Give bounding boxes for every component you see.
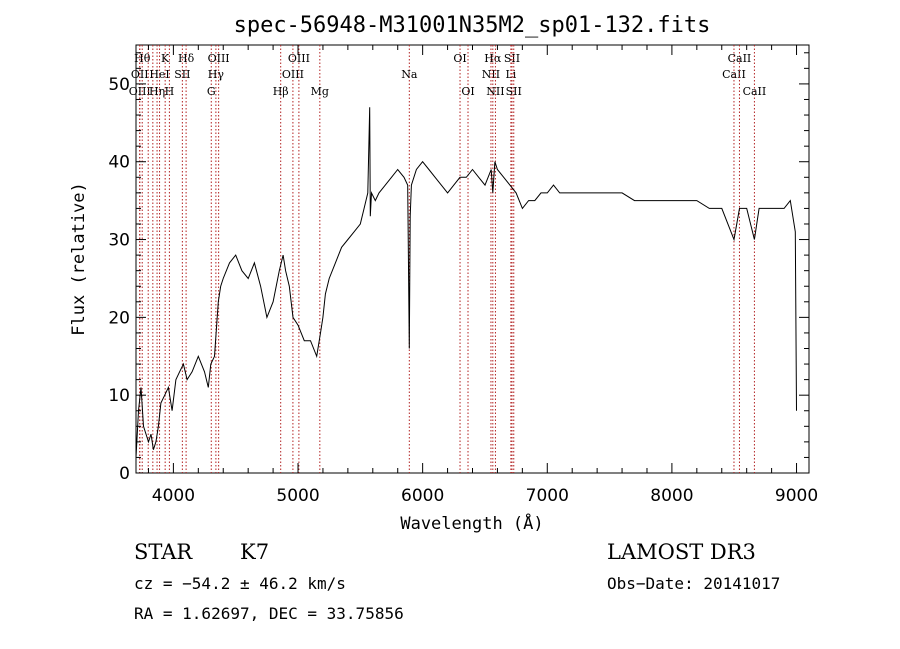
line-marker-label: OIII: [282, 68, 304, 81]
line-marker-label: HeI: [149, 68, 169, 81]
x-tick-label: 7000: [526, 486, 569, 506]
line-marker-label: SII: [506, 85, 522, 98]
line-marker-label: Li: [505, 68, 516, 81]
line-marker-label: SII: [174, 68, 190, 81]
x-tick-label: 9000: [775, 486, 818, 506]
x-tick-label: 4000: [152, 486, 195, 506]
line-marker-label: OIII: [288, 52, 310, 65]
spectrum-line: [135, 107, 797, 458]
line-markers: HθOIIOIIIHηHeIKHSIIHδGHγOIIIHβOIIIOIIIMg…: [129, 45, 767, 473]
line-marker-label: NII: [486, 85, 504, 98]
line-marker-label: H: [165, 85, 175, 98]
y-tick-label: 40: [108, 153, 130, 173]
chart-title: spec-56948-M31001N35M2_sp01-132.fits: [234, 13, 711, 38]
x-axis-ticks: 4000 5000 6000 7000 8000 9000: [147, 45, 818, 506]
redshift-text: cz = −54.2 ± 46.2 km/s: [134, 574, 346, 593]
line-marker-label: K: [161, 52, 170, 65]
y-tick-label: 0: [119, 464, 130, 484]
y-axis-ticks: 0 10 20 30 40 50: [108, 52, 809, 484]
x-tick-label: 6000: [401, 486, 444, 506]
object-subclass: K7: [240, 540, 270, 564]
y-tick-label: 30: [108, 231, 130, 251]
x-tick-label: 5000: [276, 486, 319, 506]
y-tick-label: 10: [108, 386, 130, 406]
line-marker-label: Hδ: [178, 52, 195, 65]
line-marker-label: OIII: [129, 85, 151, 98]
line-marker-label: SII: [504, 52, 520, 65]
line-marker-label: Na: [401, 68, 418, 81]
y-tick-label: 20: [108, 308, 130, 328]
y-axis-label: Flux (relative): [69, 182, 89, 336]
y-tick-label: 50: [108, 75, 130, 95]
survey-label: LAMOST DR3: [607, 540, 756, 564]
line-marker-label: Mg: [311, 85, 329, 98]
obs-date-text: Obs−Date: 20141017: [607, 574, 781, 593]
line-marker-label: OI: [453, 52, 466, 65]
line-marker-label: OI: [461, 85, 474, 98]
line-marker-label: CaII: [743, 85, 767, 98]
line-marker-label: CaII: [728, 52, 752, 65]
line-marker-label: Hη: [149, 85, 165, 98]
line-marker-label: NII: [482, 68, 500, 81]
line-marker-label: Hβ: [273, 85, 289, 98]
line-marker-label: G: [207, 85, 216, 98]
line-marker-label: OIII: [208, 52, 230, 65]
x-tick-label: 8000: [650, 486, 693, 506]
line-marker-label: Hθ: [134, 52, 151, 65]
x-axis-label: Wavelength (Å): [400, 512, 543, 534]
line-marker-label: Hγ: [208, 68, 225, 81]
object-class: STAR: [134, 540, 193, 564]
line-marker-label: Hα: [484, 52, 502, 65]
coordinates-text: RA = 1.62697, DEC = 33.75856: [134, 604, 404, 623]
line-marker-label: CaII: [722, 68, 746, 81]
